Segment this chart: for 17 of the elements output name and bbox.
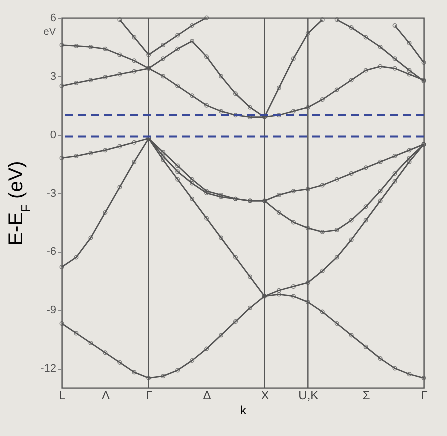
text: eV (44, 27, 56, 38)
x-tick-label: Γ (421, 388, 428, 402)
x-axis-title: k (240, 404, 248, 418)
y-tick-label: 6 (50, 12, 56, 24)
x-tick-label: U,K (298, 388, 319, 402)
y-tick-label: 3 (50, 70, 56, 83)
x-tick-label: X (261, 388, 270, 402)
y-tick-label: -12 (40, 363, 56, 376)
y-tick-label: -9 (46, 304, 56, 317)
x-tick-label: Λ (102, 388, 110, 402)
x-tick-label: L (59, 388, 66, 402)
y-tick-label: -3 (46, 188, 56, 200)
x-tick-label: Σ (362, 388, 370, 402)
y-tick-label: -6 (46, 246, 56, 258)
y-tick-label: 0 (50, 129, 56, 142)
x-tick-label: Γ (146, 388, 154, 402)
x-tick-label: Δ (203, 388, 212, 402)
